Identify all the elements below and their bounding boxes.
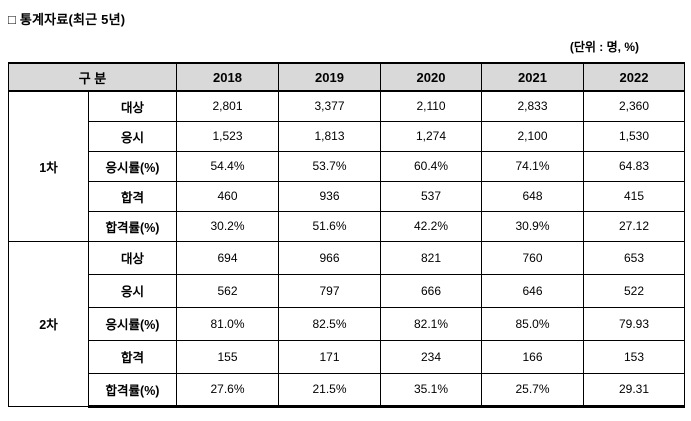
row-label: 합격률(%) — [87, 210, 178, 242]
table-cell: 1,274 — [380, 120, 483, 152]
table-cell: 153 — [583, 339, 686, 374]
table-cell: 966 — [278, 240, 382, 275]
table-cell: 53.7% — [278, 150, 382, 182]
table-cell: 415 — [583, 180, 686, 212]
table-row: 응시률(%) 81.0% 82.5% 82.1% 85.0% 79.93 — [9, 306, 686, 341]
table-row: 응시률(%) 54.4% 53.7% 60.4% 74.1% 64.83 — [9, 150, 686, 182]
table-cell: 51.6% — [278, 210, 382, 242]
row-label: 응시률(%) — [87, 150, 178, 182]
table-cell: 694 — [176, 240, 280, 275]
table-cell: 2,110 — [380, 90, 483, 122]
table-cell: 1,523 — [176, 120, 280, 152]
table-cell: 666 — [380, 273, 483, 308]
document-title: □ 통계자료(최근 5년) — [8, 12, 126, 27]
table-cell: 30.2% — [176, 210, 280, 242]
table-cell: 1,813 — [278, 120, 382, 152]
table-row: 합격 155 171 234 166 153 — [9, 339, 686, 374]
table-cell: 155 — [176, 339, 280, 374]
table-cell: 74.1% — [481, 150, 585, 182]
table-cell: 27.12 — [583, 210, 686, 242]
table-cell: 3,377 — [278, 90, 382, 122]
table-cell: 171 — [278, 339, 382, 374]
table-cell: 42.2% — [380, 210, 483, 242]
table-cell: 82.5% — [278, 306, 382, 341]
row-label: 응시률(%) — [87, 306, 178, 341]
unit-note: (단위 : 명, %) — [569, 40, 639, 54]
table-row: 1차 대상 2,801 3,377 2,110 2,833 2,360 — [8, 90, 686, 242]
row-label: 합격 — [87, 339, 178, 374]
header-year-2022: 2022 — [583, 62, 686, 92]
row-label: 대상 — [87, 240, 178, 275]
table-cell: 821 — [380, 240, 483, 275]
table-cell: 60.4% — [380, 150, 483, 182]
table-cell: 2,360 — [583, 90, 686, 122]
row-label: 합격률(%) — [87, 372, 178, 408]
section-label-round1: 1차 — [8, 90, 89, 242]
table-cell: 166 — [481, 339, 585, 374]
table-cell: 460 — [176, 180, 280, 212]
table-cell: 936 — [278, 180, 382, 212]
table-row: 합격률(%) 27.6% 21.5% 35.1% 25.7% 29.31 — [9, 372, 686, 408]
statistics-table: 구 분 2018 2019 2020 2021 2022 1차 대상 2,801… — [7, 62, 686, 408]
table-cell: 30.9% — [481, 210, 585, 242]
table-cell: 234 — [380, 339, 483, 374]
row-label: 합격 — [87, 180, 178, 212]
table-row: 합격 460 936 537 648 415 — [9, 180, 686, 212]
table-row: 합격률(%) 30.2% 51.6% 42.2% 30.9% 27.12 — [9, 210, 686, 242]
table-cell: 29.31 — [583, 372, 686, 408]
header-year-2018: 2018 — [176, 62, 280, 92]
header-year-2021: 2021 — [481, 62, 585, 92]
table-cell: 2,100 — [481, 120, 585, 152]
header-year-2020: 2020 — [380, 62, 483, 92]
table-cell: 79.93 — [583, 306, 686, 341]
table-cell: 1,530 — [583, 120, 686, 152]
table-cell: 64.83 — [583, 150, 686, 182]
section-label-round2: 2차 — [8, 240, 89, 407]
row-label: 응시 — [87, 120, 178, 152]
table-cell: 82.1% — [380, 306, 483, 341]
table-cell: 85.0% — [481, 306, 585, 341]
table-row: 2차 대상 694 966 821 760 653 — [8, 240, 686, 407]
table-cell: 653 — [583, 240, 686, 275]
table-cell: 797 — [278, 273, 382, 308]
table-cell: 2,801 — [176, 90, 280, 122]
table-cell: 760 — [481, 240, 585, 275]
table-cell: 21.5% — [278, 372, 382, 408]
table-cell: 522 — [583, 273, 686, 308]
row-label: 대상 — [87, 90, 178, 122]
table-cell: 562 — [176, 273, 280, 308]
table-header-row: 구 분 2018 2019 2020 2021 2022 — [7, 62, 686, 92]
table-cell: 25.7% — [481, 372, 585, 408]
header-category-cell: 구 분 — [7, 62, 178, 92]
table-cell: 646 — [481, 273, 585, 308]
table-cell: 537 — [380, 180, 483, 212]
table-cell: 81.0% — [176, 306, 280, 341]
table-row: 응시 1,523 1,813 1,274 2,100 1,530 — [9, 120, 686, 152]
row-label: 응시 — [87, 273, 178, 308]
table-cell: 2,833 — [481, 90, 585, 122]
table-cell: 27.6% — [176, 372, 280, 408]
table-cell: 648 — [481, 180, 585, 212]
table-cell: 35.1% — [380, 372, 483, 408]
table-cell: 54.4% — [176, 150, 280, 182]
table-row: 응시 562 797 666 646 522 — [9, 273, 686, 308]
header-year-2019: 2019 — [278, 62, 382, 92]
